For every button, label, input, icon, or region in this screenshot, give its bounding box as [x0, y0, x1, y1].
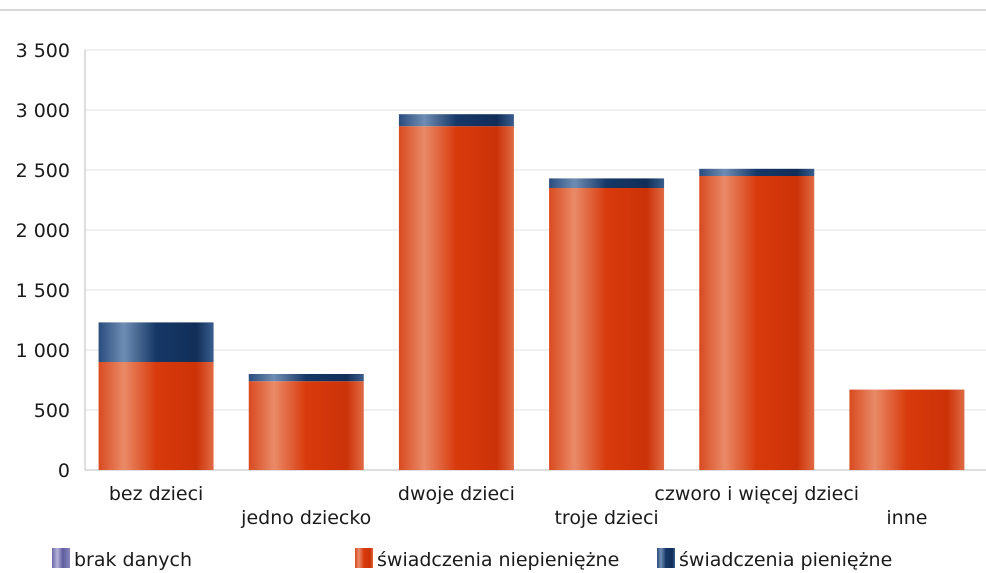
- y-tick-label: 1 000: [16, 340, 70, 362]
- bar-pieniezne: [549, 178, 665, 188]
- x-category-label: jedno dziecko: [240, 507, 371, 529]
- legend-label: świadczenia niepieniężne: [377, 549, 619, 571]
- labels-layer: 0 500 1 000 1 500 2 000 2 500 3 000 3 500 bez dz…: [16, 40, 928, 529]
- legend-swatch: [355, 548, 373, 568]
- x-category-label: bez dzieci: [109, 483, 204, 505]
- y-tick-label: 2 500: [16, 160, 70, 182]
- y-tick-label: 500: [34, 400, 70, 422]
- x-category-label: troje dzieci: [554, 507, 658, 529]
- y-tick-label: 3 500: [16, 40, 70, 62]
- bar-niepieniezne: [549, 188, 665, 470]
- y-tick-label: 0: [58, 460, 70, 482]
- legend-swatch: [657, 548, 675, 568]
- bar-niepieniezne: [398, 126, 514, 470]
- grid-layer: [84, 49, 986, 471]
- bar-niepieniezne: [849, 389, 965, 470]
- bar-pieniezne: [398, 114, 514, 127]
- x-category-label: czworo i więcej dzieci: [654, 483, 859, 505]
- y-tick-label: 2 000: [16, 220, 70, 242]
- bar-niepieniezne: [699, 176, 815, 470]
- y-tick-label: 1 500: [16, 280, 70, 302]
- bar-niepieniezne: [248, 381, 364, 470]
- bar-niepieniezne: [98, 362, 214, 470]
- legend-label: brak danych: [74, 549, 192, 571]
- bar-pieniezne: [699, 168, 815, 176]
- bars-layer: [98, 114, 965, 470]
- x-category-label: inne: [886, 507, 927, 529]
- x-category-label: dwoje dzieci: [398, 483, 515, 505]
- bar-pieniezne: [248, 374, 364, 382]
- legend-label: świadczenia pieniężne: [679, 549, 892, 571]
- legend: brak danych świadczenia niepieniężne świad…: [52, 548, 892, 571]
- bar-pieniezne: [98, 322, 214, 362]
- legend-swatch: [52, 548, 70, 568]
- y-tick-label: 3 000: [16, 100, 70, 122]
